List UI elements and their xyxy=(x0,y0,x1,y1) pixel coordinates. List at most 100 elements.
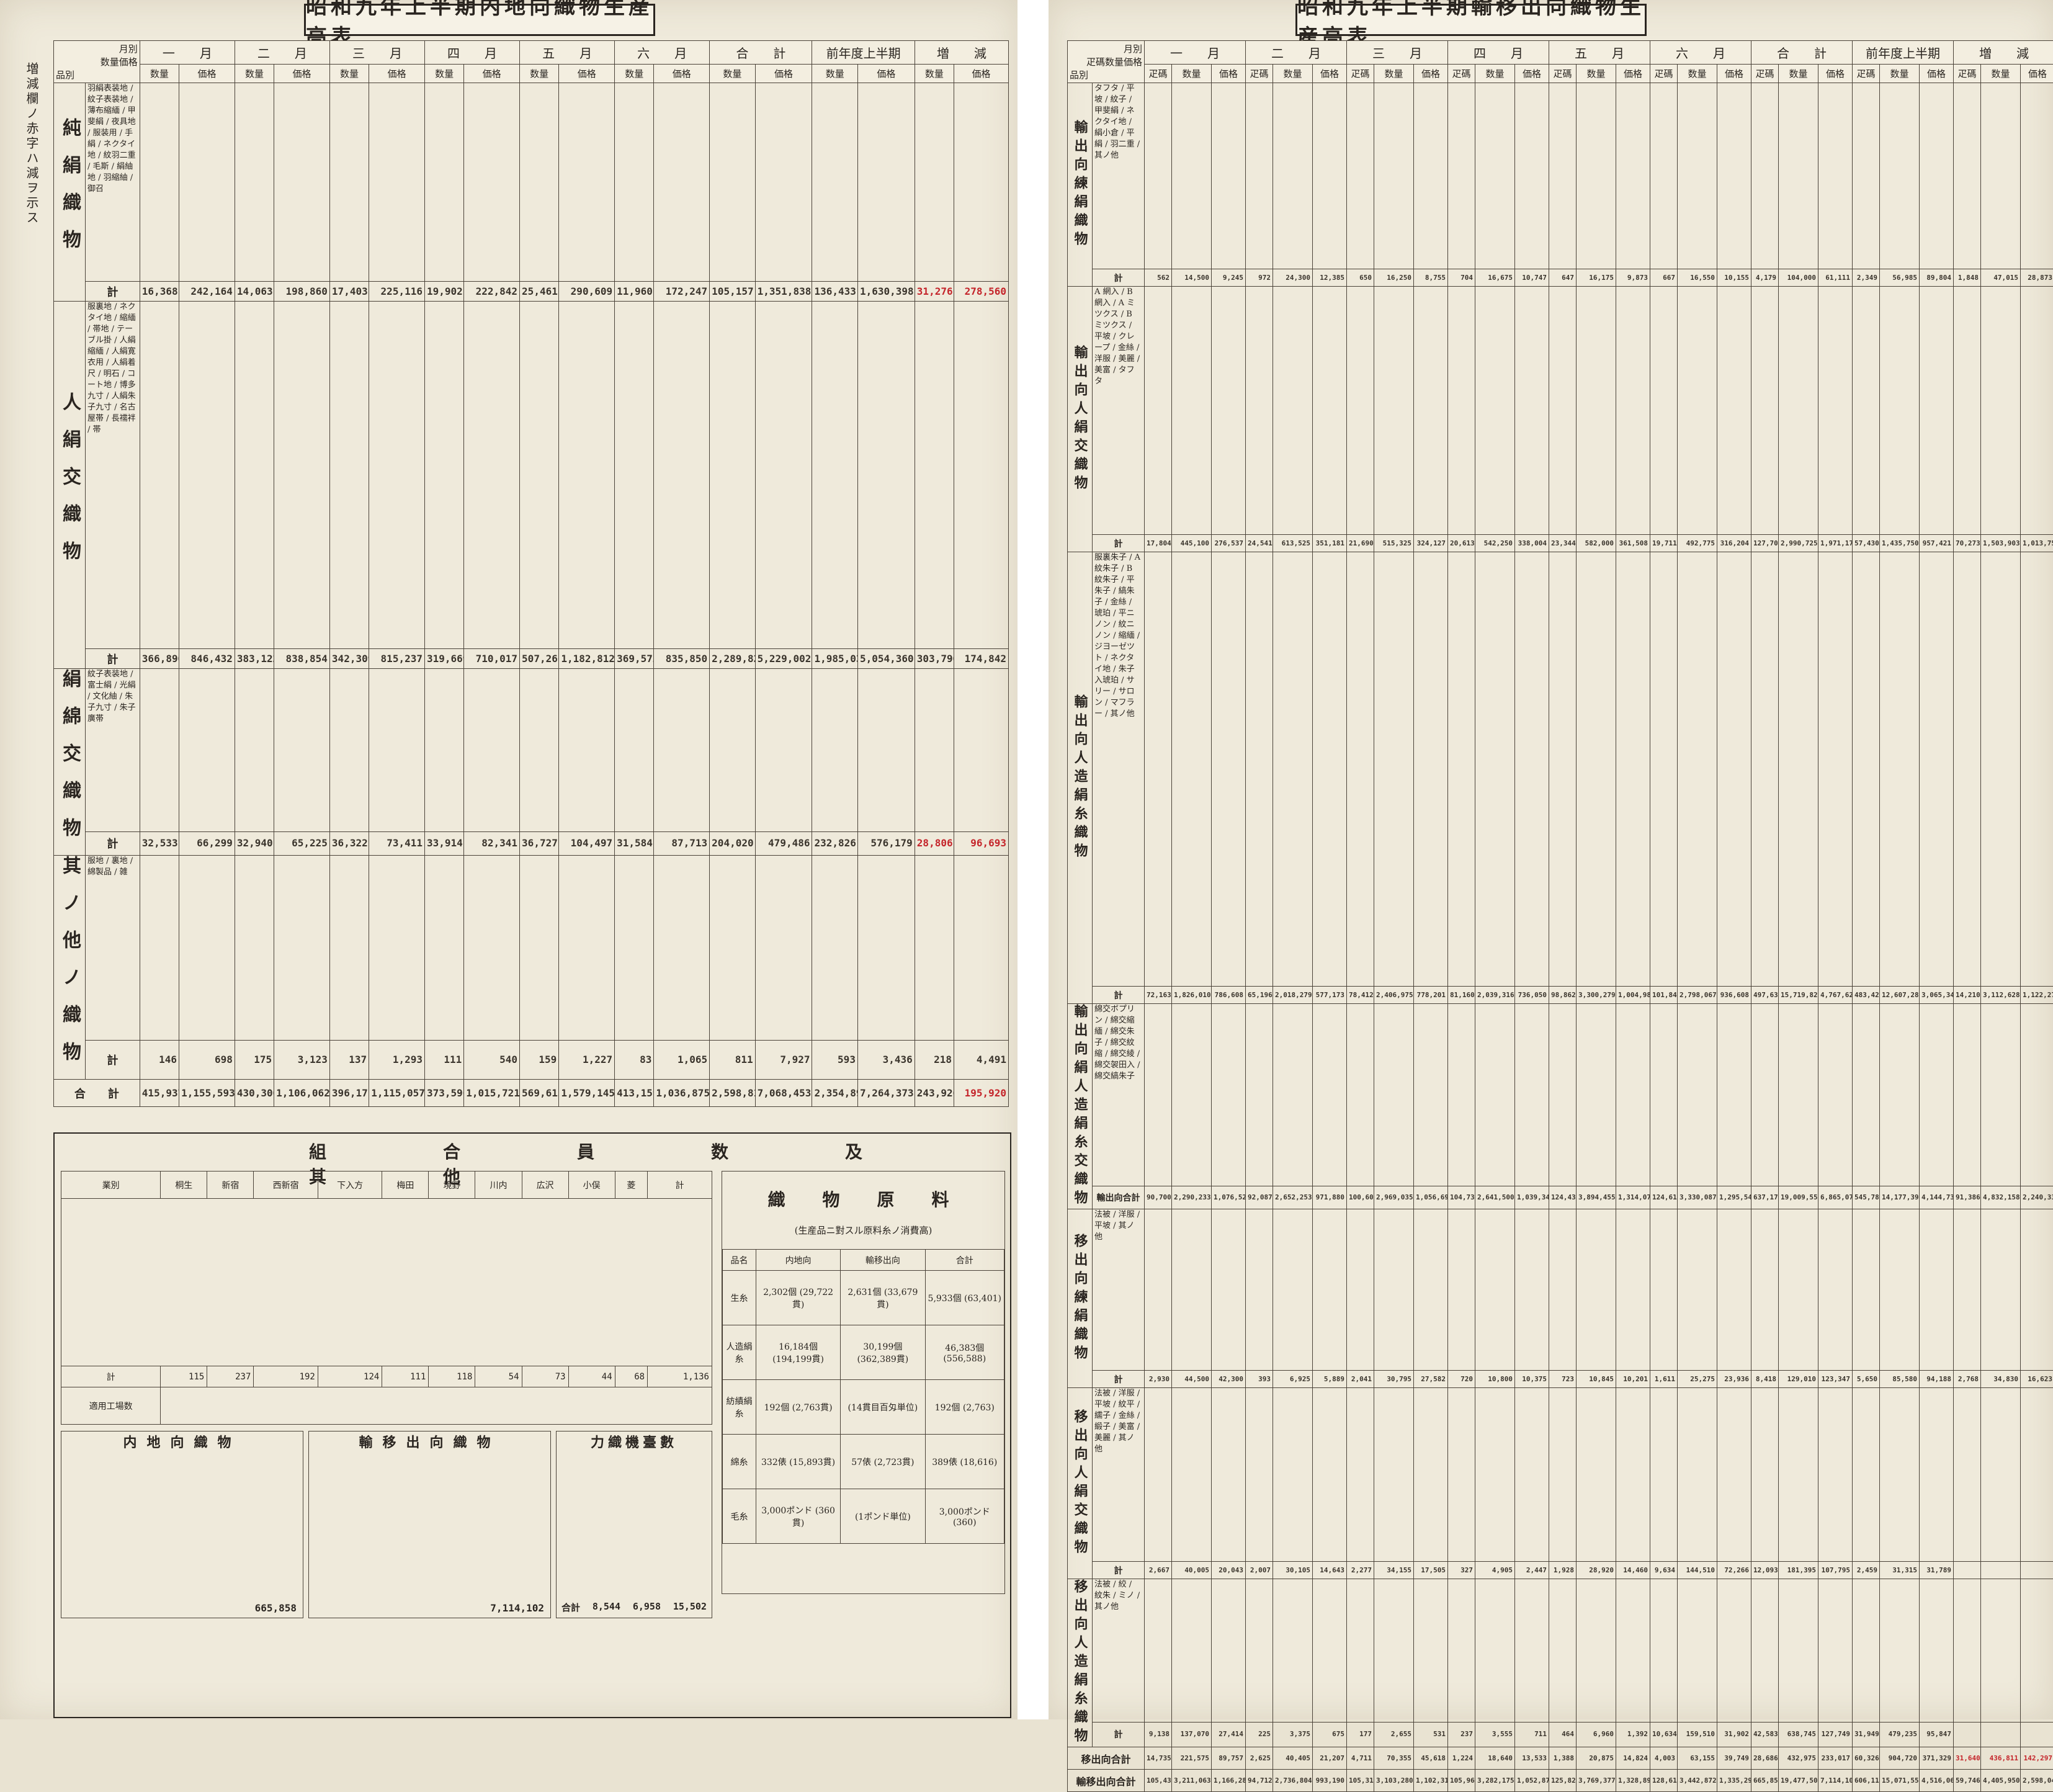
group-total-cell: 31,276 xyxy=(915,282,954,302)
group-total-row: 輸出向合計90,7002,290,2331,076,52392,0872,652… xyxy=(1068,1186,2053,1209)
group-total-cell: 92,087 xyxy=(1246,1186,1273,1209)
group-total-cell: 31,584 xyxy=(615,831,654,855)
value-cell xyxy=(1818,1388,1853,1562)
value-cell xyxy=(424,302,463,649)
value-cell xyxy=(329,83,369,282)
move-total-cell: 14,824 xyxy=(1616,1747,1650,1770)
group-detail-row: 移出向人絹交織物法被 / 洋服 / 平坡 / 紋平 / 繻子 / 金絲 / 緞子… xyxy=(1068,1388,2053,1562)
group-total-cell: 30,105 xyxy=(1273,1562,1313,1579)
group-total-cell: 542,250 xyxy=(1475,535,1515,552)
raw-total: 46,383個 (556,588) xyxy=(925,1325,1004,1380)
value-cell xyxy=(1920,83,1954,269)
value-cell xyxy=(1475,1209,1515,1371)
prev-year-header: 前年度上半期 xyxy=(812,41,915,65)
group-total-cell: 16,623 xyxy=(2021,1371,2053,1388)
unit-header: 疋碼 xyxy=(1853,65,1880,83)
group-total-cell: 87,713 xyxy=(654,831,710,855)
group-total-cell: 1,351,838 xyxy=(755,282,812,302)
value-cell xyxy=(1374,1209,1414,1371)
group-detail-row: 人絹交織物服裏地 / ネクタイ地 / 縮緬 / 帯地 / テーブル掛 / 人絹縮… xyxy=(54,302,1009,649)
group-total-cell: 111 xyxy=(424,1040,463,1079)
value-cell xyxy=(1475,1004,1515,1186)
group-total-cell: 4,179 xyxy=(1751,269,1779,287)
association-detail-cells xyxy=(61,1199,712,1366)
value-cell xyxy=(1678,552,1717,987)
value-cell xyxy=(1475,1579,1515,1723)
group-total-cell: 593 xyxy=(812,1040,857,1079)
value-cell xyxy=(954,302,1009,649)
value-cell xyxy=(1172,1004,1212,1186)
group-total-cell: 1,435,750 xyxy=(1880,535,1920,552)
value-cell xyxy=(1273,1004,1313,1186)
value-cell xyxy=(1954,287,1981,535)
move-total-cell: 1,388 xyxy=(1549,1747,1577,1770)
value-cell xyxy=(140,856,179,1041)
association-header-cell: 川内 xyxy=(475,1172,522,1199)
group-total-cell: 2,007 xyxy=(1246,1562,1273,1579)
value-cell xyxy=(1678,1209,1717,1371)
value-cell xyxy=(1475,1388,1515,1562)
group-total-cell: 104,497 xyxy=(559,831,615,855)
month-header: 一 月 xyxy=(140,41,235,65)
group-items: 羽絹表装地 / 紋子表装地 / 薄布縮緬 / 甲斐絹 / 夜具地 / 服装用 /… xyxy=(86,83,140,282)
group-total-cell: 2,768 xyxy=(1954,1371,1981,1388)
value-cell xyxy=(140,83,179,282)
value-cell xyxy=(1717,1004,1751,1186)
association-total-cell: 118 xyxy=(429,1366,475,1387)
value-cell xyxy=(1313,1579,1347,1723)
value-cell xyxy=(654,669,710,832)
inland-title: 内地向織物 xyxy=(61,1431,303,1451)
group-total-cell: 57,430 xyxy=(1853,535,1880,552)
value-cell xyxy=(1347,287,1374,535)
value-cell xyxy=(1751,1209,1779,1371)
price-header: 価格 xyxy=(1212,65,1246,83)
month-header: 六 月 xyxy=(1650,41,1751,65)
group-total-cell: 1,056,694 xyxy=(1414,1186,1448,1209)
group-total-cell: 464 xyxy=(1549,1722,1577,1747)
group-total-cell: 65,225 xyxy=(274,831,330,855)
group-total-cell: 129,010 xyxy=(1779,1371,1818,1388)
group-total-cell: 14,177,395 xyxy=(1880,1186,1920,1209)
raw-name: 人造絹糸 xyxy=(723,1325,756,1380)
group-total-cell: 70,273 xyxy=(1954,535,1981,552)
group-total-cell: 14,210 xyxy=(1954,987,1981,1004)
value-cell xyxy=(1616,1388,1650,1562)
group-total-cell: 303,790 xyxy=(915,649,954,669)
association-header-cell: 広沢 xyxy=(522,1172,568,1199)
group-total-cell xyxy=(1954,1562,1981,1579)
group-total-cell: 105,157 xyxy=(710,282,755,302)
move-total-cell: 18,640 xyxy=(1475,1747,1515,1770)
count-header: 数量 xyxy=(1273,65,1313,83)
group-total-cell: 159,510 xyxy=(1678,1722,1717,1747)
value-cell xyxy=(915,302,954,649)
value-cell xyxy=(812,669,857,832)
value-cell xyxy=(1678,1004,1717,1186)
value-cell xyxy=(1347,1209,1374,1371)
group-detail-row: 其ノ他ノ織物服地 / 裏地 / 綿製品 / 雑 xyxy=(54,856,1009,1041)
value-cell xyxy=(1246,83,1273,269)
group-total-cell: 1,295,549 xyxy=(1717,1186,1751,1209)
group-total-cell: 361,508 xyxy=(1616,535,1650,552)
grand-total-cell: 1,115,057 xyxy=(369,1080,425,1107)
value-cell xyxy=(1717,83,1751,269)
value-cell xyxy=(1678,1579,1717,1723)
sheet-gap xyxy=(1018,0,1049,1719)
value-cell xyxy=(1549,1579,1577,1723)
value-cell xyxy=(274,856,330,1041)
raw-total: 3,000ポンド (360) xyxy=(925,1489,1004,1544)
value-cell xyxy=(1981,1579,2021,1723)
group-total-cell: 479,235 xyxy=(1880,1722,1920,1747)
month-header: 二 月 xyxy=(235,41,329,65)
grand-total-cell: 415,937 xyxy=(140,1080,179,1107)
value-cell xyxy=(1374,1388,1414,1562)
value-cell xyxy=(1779,1388,1818,1562)
inland-production-table: 月別 数量価格 品別 一 月 二 月 三 月 四 月 五 月 六 月 合 計 前… xyxy=(53,40,1009,1107)
value-cell xyxy=(1549,1388,1577,1562)
group-total-cell: 647 xyxy=(1549,269,1577,287)
